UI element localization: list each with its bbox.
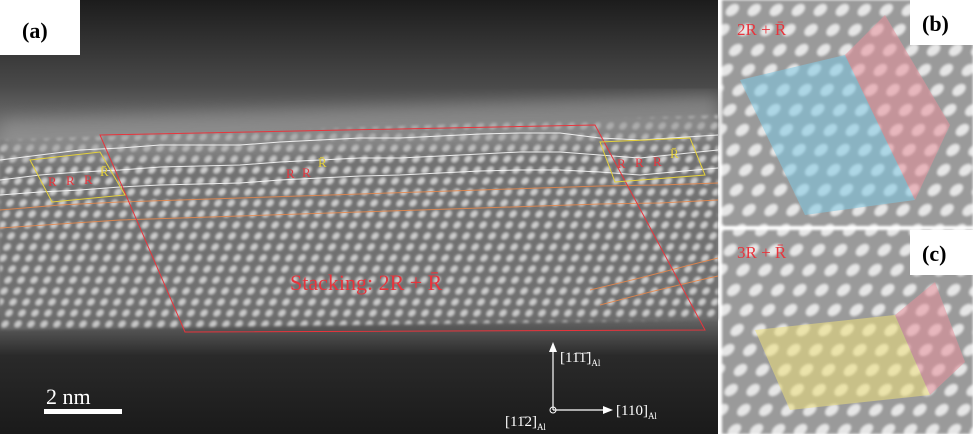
panel-c: 3R + R̄ (c) (722, 230, 973, 434)
stacking-text: Stacking: 2R + R̄ (290, 270, 443, 295)
stack-label: R̄ (670, 146, 679, 161)
axis-sub: Al (648, 411, 657, 421)
panel-b: 2R + R̄ (b) (722, 0, 973, 226)
axis-text: [110] (616, 403, 648, 419)
stack-label: R (66, 173, 75, 188)
stack-label: R (635, 155, 644, 170)
stack-label: R (286, 166, 295, 181)
scale-bar-label: 2 nm (46, 384, 91, 409)
figure: R R R R̄ R R R̄ R R R R̄ Stacking: 2R + … (0, 0, 973, 434)
axis-text: [11̄2] (505, 414, 537, 430)
scale-bar (44, 409, 122, 414)
panel-label: (b) (922, 11, 949, 36)
axis-sub: Al (537, 422, 546, 432)
stack-label: R (48, 174, 57, 189)
stack-label: R (302, 165, 311, 180)
panel-a: R R R R̄ R R R̄ R R R R̄ Stacking: 2R + … (0, 0, 718, 434)
stack-label: R (617, 156, 626, 171)
axis-sub: Al (591, 358, 600, 368)
axis-text: [11̄1̄] (560, 350, 591, 366)
stacking-text: 3R + R̄ (737, 243, 787, 262)
stack-label: R̄ (318, 155, 327, 170)
panel-label: (a) (22, 18, 48, 43)
panel-label: (c) (922, 241, 946, 266)
stack-label: R̄ (100, 164, 109, 179)
stacking-text: 2R + R̄ (737, 20, 787, 39)
stack-label: R (653, 154, 662, 169)
page: {"panels": [ {"label": "(a)", "stacking"… (0, 0, 973, 434)
stack-label: R (84, 172, 93, 187)
